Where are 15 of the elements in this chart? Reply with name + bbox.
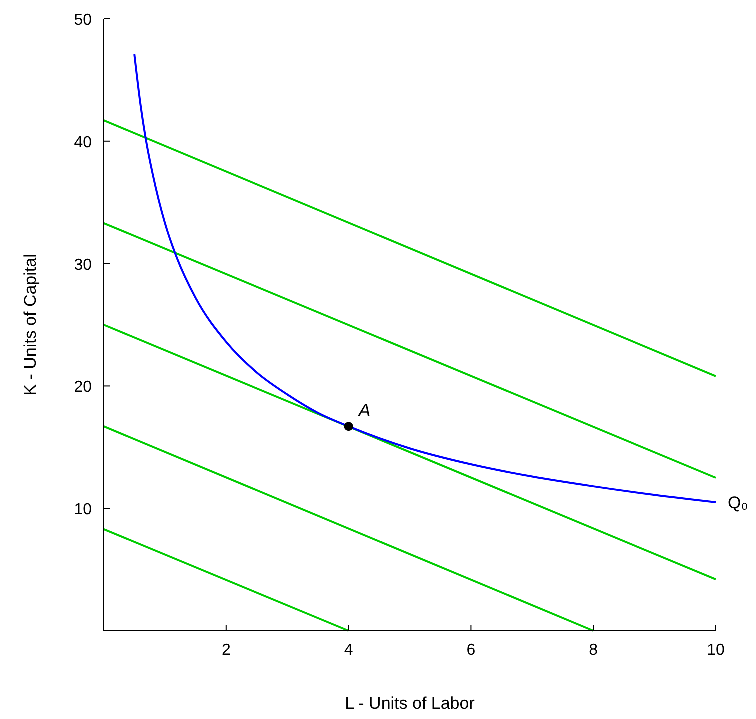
y-tick-label: 10: [74, 502, 92, 519]
y-tick-label: 30: [74, 256, 92, 274]
line-series: [134, 53, 717, 504]
y-tick-label: 50: [74, 12, 92, 29]
x-axis-title: L - Units of Labor: [345, 694, 476, 713]
x-tick-label: 10: [707, 642, 725, 659]
x-tick-label: 2: [222, 642, 231, 659]
x-tick-label: 4: [344, 642, 354, 659]
y-axis-title: K - Units of Capital: [21, 254, 40, 396]
x-tick-label: 8: [589, 642, 598, 659]
series-label: Q₀: [728, 493, 748, 512]
x-tick-label: 6: [466, 642, 476, 659]
y-tick-label: 40: [74, 134, 92, 152]
annotation: A: [358, 400, 371, 421]
y-tick-label: 20: [74, 379, 92, 396]
